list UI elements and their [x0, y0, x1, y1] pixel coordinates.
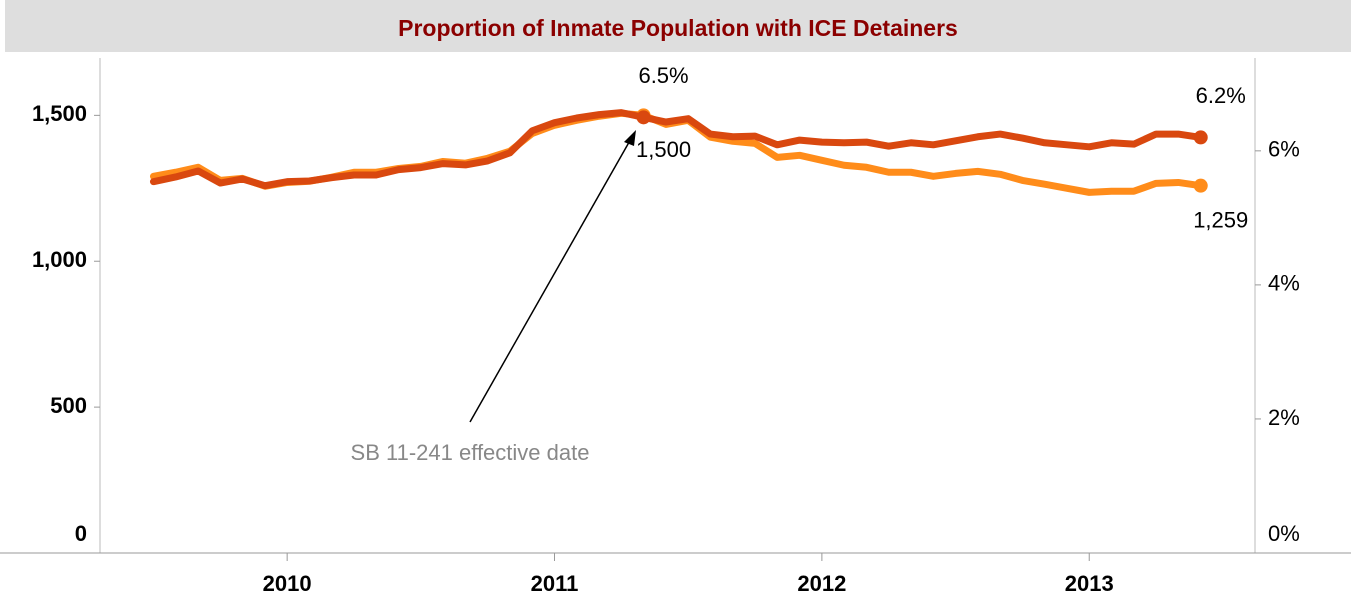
data-label: 1,500	[636, 137, 691, 162]
data-label: 6.5%	[638, 63, 688, 88]
y-tick-label: 0	[75, 521, 87, 546]
y2-tick-label: 0%	[1268, 521, 1300, 546]
point	[1193, 178, 1208, 193]
y2-tick-label: 2%	[1268, 405, 1300, 430]
arrow-head	[624, 130, 636, 146]
y2-tick-label: 4%	[1268, 271, 1300, 296]
x-tick-label: 2013	[1065, 571, 1114, 596]
annotation: SB 11-241 effective date	[351, 440, 590, 465]
annotation-arrow	[469, 136, 633, 423]
point	[1193, 130, 1208, 145]
point	[636, 110, 651, 125]
y2-tick-label: 6%	[1268, 137, 1300, 162]
x-tick-label: 2011	[531, 571, 579, 596]
y-tick-label: 500	[50, 393, 87, 418]
data-label: 1,259	[1193, 207, 1248, 232]
data-label: 6.2%	[1196, 83, 1246, 108]
y-tick-label: 1,000	[32, 247, 87, 272]
title-bar	[5, 0, 1351, 52]
line	[149, 109, 1205, 190]
y-tick-label: 1,500	[32, 101, 87, 126]
chart-title: Proportion of Inmate Population with ICE…	[398, 15, 958, 41]
x-tick-label: 2012	[797, 571, 846, 596]
x-tick-label: 2010	[263, 571, 312, 596]
